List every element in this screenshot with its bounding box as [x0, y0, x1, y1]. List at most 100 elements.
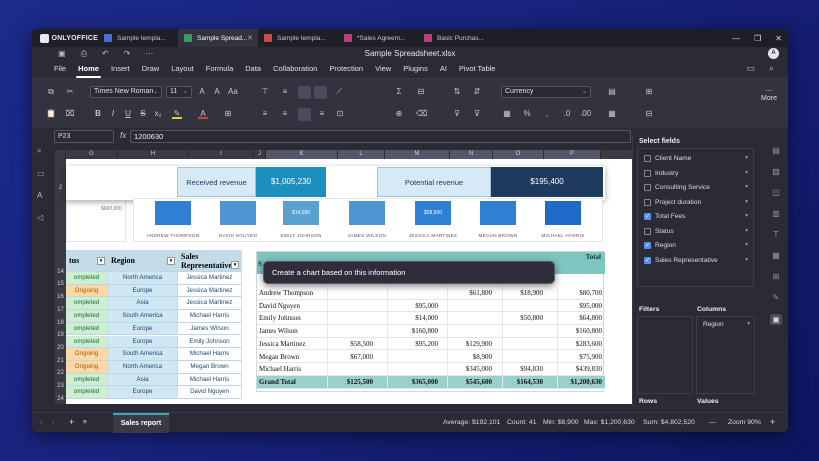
- change-case-icon[interactable]: Aa: [228, 87, 238, 96]
- print-icon[interactable]: ⎙: [80, 48, 87, 58]
- search-icon[interactable]: ⌕: [768, 63, 774, 73]
- add-sheet-icon[interactable]: +: [69, 417, 75, 427]
- sales-rep-cell[interactable]: Jessica Martinez: [178, 272, 242, 285]
- format-painter-icon[interactable]: ⌧: [65, 109, 75, 118]
- chevron-down-icon[interactable]: ▾: [745, 213, 748, 219]
- chevron-down-icon[interactable]: ▾: [745, 242, 748, 248]
- feedback-icon[interactable]: ◁: [37, 213, 44, 222]
- save-icon[interactable]: ▣: [58, 49, 66, 58]
- status-cell[interactable]: ompleted: [66, 386, 108, 399]
- sales-rep-cell[interactable]: Jessica Martinez: [178, 297, 242, 311]
- region-cell[interactable]: Asia: [108, 297, 178, 311]
- status-cell[interactable]: ompleted: [66, 310, 108, 323]
- field-checkbox[interactable]: [644, 169, 651, 177]
- sort-ascending-icon[interactable]: ⇅: [453, 87, 461, 96]
- field-checkbox[interactable]: [644, 211, 651, 224]
- accounting-icon[interactable]: ▦: [503, 109, 511, 118]
- field-checkbox[interactable]: [644, 155, 651, 162]
- pivot-row[interactable]: James Wilson $160,800 $160,800: [257, 325, 605, 338]
- folder-icon[interactable]: ▭: [746, 63, 755, 73]
- increase-decimal-icon[interactable]: .00: [580, 109, 592, 118]
- redo-icon[interactable]: ↷: [123, 49, 131, 58]
- fill-icon[interactable]: ⊕: [395, 109, 403, 118]
- menu-protection[interactable]: Protection: [329, 64, 364, 73]
- spellcheck-icon[interactable]: A: [37, 191, 43, 200]
- zoom-out-icon[interactable]: —: [709, 419, 716, 426]
- field-checkbox[interactable]: [644, 255, 651, 268]
- field-item[interactable]: Industry ▾: [641, 167, 751, 180]
- prev-sheet-icon[interactable]: ‹: [40, 419, 43, 426]
- conditional-format-icon[interactable]: ▤: [608, 87, 616, 96]
- signature-icon[interactable]: ✎: [772, 293, 780, 302]
- chart-settings-icon[interactable]: ▥: [772, 209, 780, 218]
- filters-box[interactable]: [637, 316, 693, 394]
- justify-icon[interactable]: ≡: [319, 109, 325, 118]
- region-cell[interactable]: Europe: [108, 284, 178, 298]
- chevron-down-icon[interactable]: ▾: [745, 227, 748, 234]
- chevron-down-icon[interactable]: ▾: [745, 169, 748, 176]
- pivot-row[interactable]: Megan Brown $67,000 $8,900 $75,900: [257, 351, 605, 364]
- insert-cells-icon[interactable]: ⊞: [645, 87, 653, 96]
- status-cell[interactable]: Ongoing: [66, 284, 108, 298]
- strikethrough-icon[interactable]: S: [140, 109, 146, 118]
- named-range-icon[interactable]: ⊟: [417, 87, 425, 96]
- region-cell[interactable]: North America: [108, 360, 178, 374]
- decrease-decimal-icon[interactable]: .0: [563, 109, 571, 118]
- status-cell[interactable]: ompleted: [66, 322, 108, 336]
- columns-box[interactable]: Region ▾: [696, 316, 755, 394]
- filter-icon[interactable]: ⊽: [454, 109, 460, 118]
- row-header[interactable]: 24: [57, 396, 64, 402]
- avatar[interactable]: A: [768, 48, 779, 59]
- status-cell[interactable]: ompleted: [66, 373, 108, 387]
- field-checkbox[interactable]: [644, 227, 651, 235]
- sort-descending-icon[interactable]: ⇵: [473, 87, 481, 96]
- more-button[interactable]: ⋯ More: [761, 87, 777, 102]
- row-header[interactable]: 14: [57, 269, 64, 275]
- number-format-select[interactable]: Currency ⌄: [501, 86, 591, 98]
- cut-icon[interactable]: ✂: [66, 87, 74, 96]
- minimize-icon[interactable]: —: [732, 33, 741, 43]
- bold-icon[interactable]: B: [95, 109, 101, 118]
- filter-dropdown-icon[interactable]: ▾: [167, 257, 175, 265]
- col-header-l[interactable]: L: [338, 150, 385, 159]
- col-header-g[interactable]: G: [66, 150, 118, 159]
- subscript-icon[interactable]: x₂: [154, 109, 162, 118]
- table-header-status[interactable]: tus ▾: [66, 250, 108, 272]
- font-size-select[interactable]: 11 ⌄: [166, 86, 192, 98]
- doc-tab-2[interactable]: Sample Spread... ✕: [178, 29, 258, 47]
- menu-file[interactable]: File: [54, 64, 67, 73]
- italic-icon[interactable]: I: [111, 109, 115, 118]
- sales-rep-cell[interactable]: David Nguyen: [178, 386, 242, 399]
- region-cell[interactable]: Europe: [108, 335, 178, 349]
- chevron-down-icon[interactable]: ▾: [745, 198, 748, 205]
- menu-layout[interactable]: Layout: [171, 64, 194, 73]
- menu-ai[interactable]: AI: [439, 64, 447, 73]
- col-header-j[interactable]: J: [254, 150, 266, 159]
- field-item[interactable]: Region ▾: [641, 239, 751, 253]
- next-sheet-icon[interactable]: ›: [52, 419, 55, 426]
- menu-pivot-table[interactable]: Pivot Table: [458, 64, 496, 73]
- field-checkbox[interactable]: [644, 198, 651, 206]
- menu-home[interactable]: Home: [72, 62, 105, 78]
- status-cell[interactable]: ompleted: [66, 272, 108, 285]
- col-header-n[interactable]: N: [450, 150, 493, 159]
- col-header-p[interactable]: P: [544, 150, 601, 159]
- font-color-icon[interactable]: A: [198, 109, 208, 119]
- more-icon[interactable]: ⋯: [145, 49, 154, 58]
- doc-tab-5[interactable]: Basic Purchas...: [418, 29, 498, 47]
- close-window-icon[interactable]: ✕: [775, 33, 782, 43]
- name-box[interactable]: P23: [54, 130, 114, 143]
- slicer-settings-icon[interactable]: ⊞: [772, 272, 780, 281]
- col-header-h[interactable]: H: [118, 150, 189, 159]
- paste-icon[interactable]: 📋: [46, 109, 56, 118]
- percent-icon[interactable]: %: [523, 109, 531, 118]
- pivot-grand-total-row[interactable]: Grand Total $125,500 $365,000 $545,600 $164,…: [257, 375, 605, 389]
- revenue-chart[interactable]: $14,000 $58,500 ANDREW THOMPSON DAVID NG…: [133, 198, 603, 242]
- field-item[interactable]: Client Name ▾: [641, 152, 751, 165]
- orientation-icon[interactable]: ⟋: [336, 87, 342, 96]
- shape-settings-icon[interactable]: ◫: [772, 188, 780, 197]
- pivot-row[interactable]: Emily Johnson $14,000 $50,800 $64,800: [257, 312, 605, 326]
- menu-data[interactable]: Data: [245, 64, 262, 73]
- col-header-i[interactable]: I: [189, 150, 254, 159]
- col-header-m[interactable]: M: [385, 150, 450, 159]
